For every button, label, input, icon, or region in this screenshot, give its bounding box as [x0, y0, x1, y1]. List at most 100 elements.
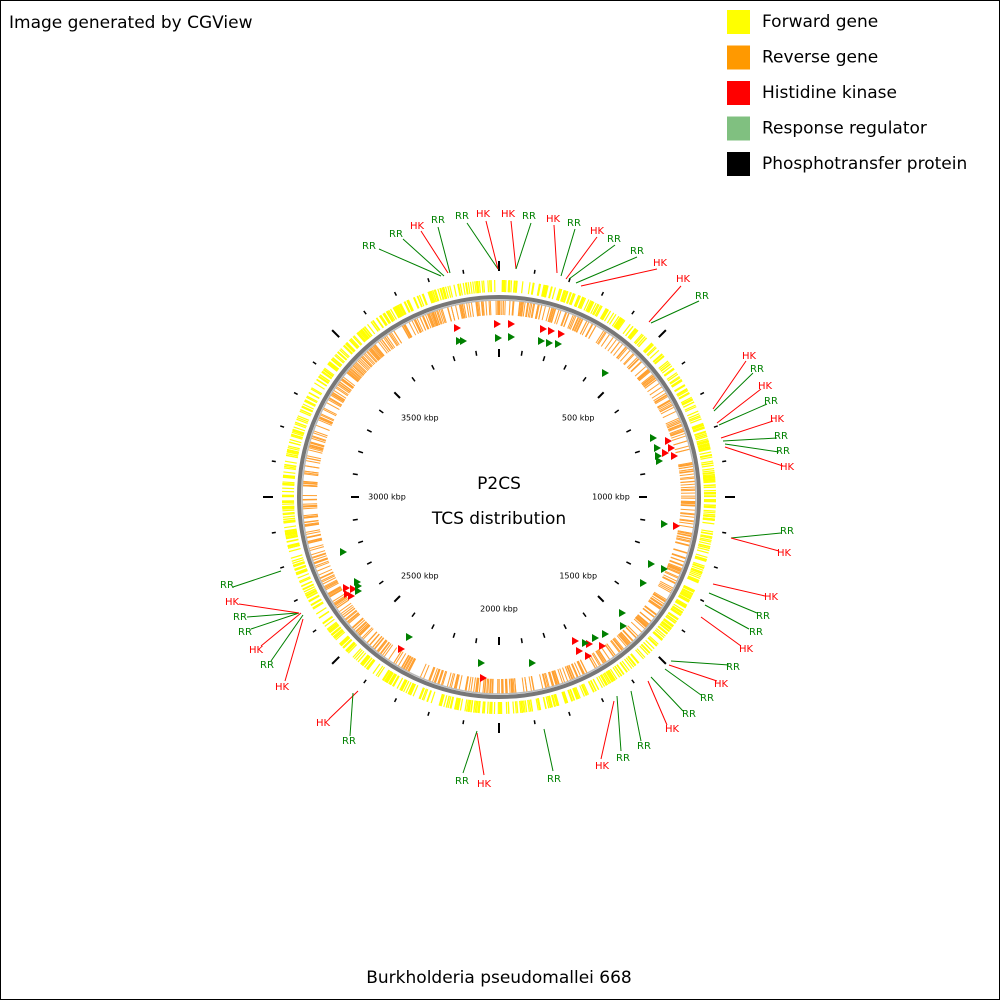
reverse-gene [330, 394, 344, 404]
reverse-gene [680, 486, 696, 489]
reverse-gene [377, 341, 388, 354]
reverse-gene [393, 330, 403, 344]
reverse-gene [373, 637, 384, 650]
forward-gene [593, 304, 600, 316]
forward-gene [296, 417, 309, 423]
reverse-gene [652, 593, 667, 603]
forward-gene [467, 699, 471, 712]
feature-label: HK [780, 462, 795, 473]
forward-gene [687, 576, 700, 583]
reverse-gene [323, 407, 337, 416]
reverse-gene [679, 521, 695, 525]
forward-gene [591, 303, 599, 315]
reverse-gene [388, 333, 398, 347]
forward-gene [630, 653, 639, 664]
reverse-gene [324, 581, 339, 590]
forward-gene [696, 439, 709, 444]
reverse-gene [673, 548, 689, 554]
reverse-gene [317, 419, 332, 426]
reverse-gene [673, 548, 688, 555]
reverse-gene [573, 662, 582, 677]
reverse-gene [413, 319, 421, 334]
forward-gene [306, 395, 318, 403]
forward-gene [432, 290, 437, 302]
feature-leader [462, 730, 478, 774]
reverse-gene [512, 300, 515, 316]
reverse-gene [592, 652, 602, 666]
reverse-gene [310, 550, 326, 556]
forward-gene [699, 538, 712, 543]
inner-tick [411, 612, 416, 618]
reverse-gene [307, 538, 322, 543]
legend-swatch [727, 116, 750, 141]
forward-gene [653, 354, 664, 363]
inner-tick [542, 632, 546, 638]
reverse-gene [666, 420, 681, 428]
forward-gene [450, 696, 455, 709]
forward-gene [284, 460, 297, 464]
forward-gene [701, 462, 714, 466]
forward-gene [283, 519, 296, 522]
forward-gene [609, 313, 617, 325]
reverse-gene [616, 635, 628, 648]
reverse-gene [372, 345, 383, 358]
feature-leader [700, 616, 742, 647]
outer-tick [312, 361, 317, 365]
forward-gene [691, 422, 704, 428]
forward-gene [304, 399, 316, 406]
forward-gene [326, 621, 337, 630]
inner-tick [626, 429, 632, 433]
reverse-gene [407, 658, 416, 673]
forward-gene [691, 423, 704, 429]
forward-gene [388, 673, 396, 685]
reverse-gene [678, 524, 694, 529]
inner-tick [634, 540, 640, 544]
outer-tick [293, 598, 298, 603]
inner-tick [640, 518, 646, 521]
tcs-marker [572, 637, 579, 645]
forward-gene [464, 699, 468, 712]
forward-gene [653, 631, 664, 640]
reverse-gene [637, 369, 650, 380]
forward-gene [703, 509, 716, 512]
forward-gene [699, 453, 712, 458]
feature-label: RR [567, 218, 581, 229]
feature-leader [704, 604, 750, 630]
reverse-gene [440, 308, 446, 324]
forward-gene [337, 351, 348, 361]
reverse-gene [648, 600, 662, 610]
reverse-gene [564, 666, 572, 681]
reverse-gene [638, 370, 651, 382]
reverse-gene [348, 369, 361, 380]
reverse-gene [379, 339, 390, 353]
forward-gene [327, 622, 338, 631]
reverse-gene [476, 301, 479, 317]
reverse-gene [309, 442, 325, 448]
reverse-gene [595, 650, 605, 664]
forward-gene [613, 316, 621, 328]
forward-gene [345, 641, 355, 651]
reverse-gene [413, 318, 422, 333]
outer-tick [331, 656, 340, 665]
forward-gene [685, 406, 697, 413]
forward-gene [355, 650, 365, 661]
center-title: P2CS [477, 474, 521, 494]
forward-gene [346, 643, 357, 653]
forward-gene [688, 573, 701, 579]
reverse-gene [359, 625, 371, 637]
forward-gene [395, 305, 403, 317]
reverse-gene [447, 306, 453, 322]
reverse-gene [411, 320, 419, 334]
forward-gene [519, 700, 522, 713]
reverse-gene [678, 465, 694, 470]
reverse-gene [453, 674, 459, 689]
forward-gene [583, 299, 590, 311]
reverse-gene [568, 664, 575, 680]
forward-gene [566, 292, 572, 304]
reverse-gene [636, 614, 650, 626]
reverse-gene [543, 673, 549, 688]
reverse-gene [437, 670, 444, 685]
inner-tick [378, 409, 384, 414]
feature-leader [466, 222, 499, 270]
reverse-gene [475, 677, 478, 693]
